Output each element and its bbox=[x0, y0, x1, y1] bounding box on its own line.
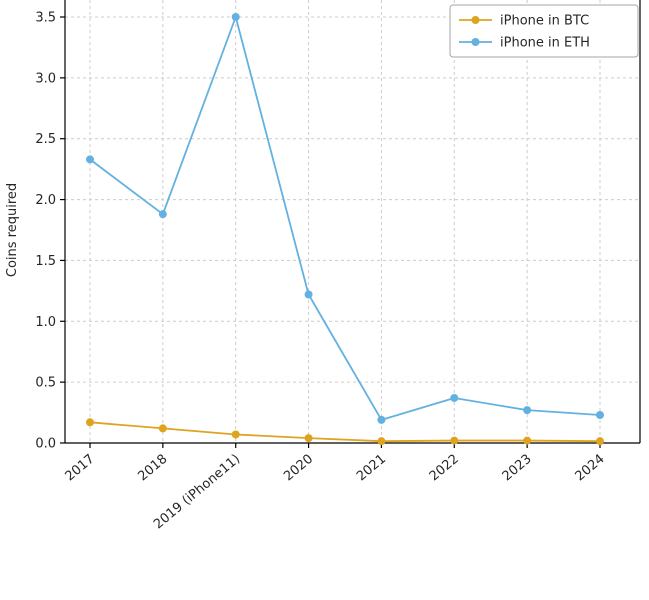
y-tick-label: 0.0 bbox=[35, 437, 56, 452]
y-tick-label: 2.0 bbox=[35, 193, 56, 208]
series-iphone-in-eth bbox=[86, 13, 604, 424]
y-tick-label: 3.5 bbox=[35, 11, 56, 26]
data-point bbox=[304, 434, 313, 443]
y-tick-label: 1.0 bbox=[35, 315, 56, 330]
axes-spines bbox=[64, 0, 641, 444]
y-axis: 0.0 0.5 1.0 1.5 2.0 2.5 3.0 3.5 Coins required bbox=[5, 11, 65, 452]
data-point bbox=[377, 415, 386, 424]
data-point bbox=[86, 155, 94, 164]
legend-label: iPhone in BTC bbox=[500, 14, 589, 29]
data-point bbox=[523, 436, 532, 445]
data-point bbox=[596, 411, 604, 420]
data-point bbox=[231, 13, 240, 21]
legend-sample-marker bbox=[471, 38, 480, 46]
legend-label: iPhone in ETH bbox=[500, 36, 590, 51]
data-point bbox=[377, 437, 386, 446]
data-point bbox=[86, 418, 94, 427]
legend: iPhone in BTC iPhone in ETH bbox=[449, 4, 639, 58]
data-point bbox=[450, 393, 459, 402]
y-axis-label: Coins required bbox=[5, 183, 20, 277]
data-point bbox=[158, 424, 167, 433]
gridlines bbox=[65, 0, 640, 444]
data-point bbox=[231, 430, 240, 439]
y-tick-label: 1.5 bbox=[35, 254, 56, 269]
data-point bbox=[304, 290, 313, 299]
data-point bbox=[596, 437, 604, 446]
y-tick-label: 0.5 bbox=[35, 376, 56, 391]
data-point bbox=[158, 210, 167, 219]
legend-sample-marker bbox=[471, 16, 480, 24]
series-iphone-in-btc bbox=[86, 418, 604, 446]
y-tick-label: 2.5 bbox=[35, 132, 56, 147]
data-point bbox=[523, 406, 532, 415]
y-tick-label: 3.0 bbox=[35, 71, 56, 86]
series-line bbox=[89, 16, 601, 421]
legend-box bbox=[449, 4, 639, 58]
data-point bbox=[450, 436, 459, 445]
series-line bbox=[89, 421, 601, 443]
